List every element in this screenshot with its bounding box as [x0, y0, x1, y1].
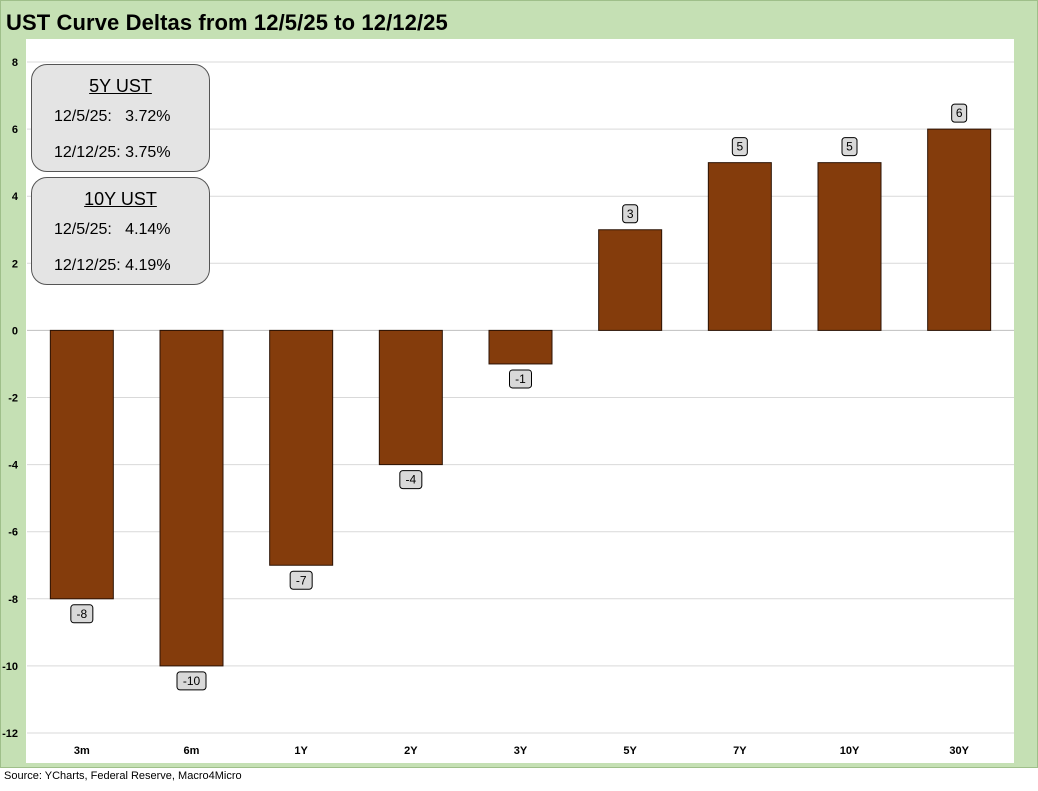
y-tick-label: 4	[12, 191, 19, 203]
data-label-box	[399, 470, 423, 490]
info-box-row-start: 12/5/25: 3.72%	[54, 108, 171, 125]
source-note: Source: YCharts, Federal Reserve, Macro4…	[4, 770, 242, 782]
data-label: 3	[627, 207, 634, 221]
bar-7y	[707, 162, 772, 331]
info-box-row-start: 12/5/25: 4.14%	[54, 221, 171, 238]
data-label: -4	[405, 473, 416, 487]
y-tick-label: 6	[12, 124, 18, 136]
bar-10y	[817, 162, 882, 331]
x-tick-label: 30Y	[949, 745, 969, 757]
data-label-box	[509, 369, 532, 389]
data-label-box	[731, 137, 748, 157]
data-label: 5	[846, 140, 853, 154]
data-label-box	[289, 570, 313, 590]
bar-3y	[488, 329, 553, 365]
data-label: -8	[76, 607, 87, 621]
y-tick-label: -12	[2, 728, 18, 740]
data-label-box	[841, 137, 858, 157]
chart-title: UST Curve Deltas from 12/5/25 to 12/12/2…	[6, 10, 448, 35]
y-tick-label: 2	[12, 258, 18, 270]
x-tick-label: 3Y	[514, 745, 528, 757]
x-tick-label: 6m	[184, 745, 200, 757]
x-tick-label: 10Y	[840, 745, 860, 757]
y-tick-label: -4	[8, 460, 19, 472]
data-label-box	[951, 103, 968, 123]
x-tick-label: 3m	[74, 745, 90, 757]
info-box-10y-ust: 10Y UST 12/5/25: 4.14% 12/12/25: 4.19%	[31, 177, 210, 285]
info-box-header: 10Y UST	[84, 189, 157, 209]
bar-5y	[598, 229, 663, 331]
data-label: -10	[183, 674, 201, 688]
y-tick-label: 0	[12, 325, 18, 337]
info-box-5y-ust: 5Y UST 12/5/25: 3.72% 12/12/25: 3.75%	[31, 64, 210, 172]
x-tick-label: 2Y	[404, 745, 418, 757]
info-box-header: 5Y UST	[89, 76, 152, 96]
bar-1y	[269, 329, 334, 566]
bar-6m	[159, 329, 224, 667]
bar-2y	[378, 329, 443, 466]
y-tick-label: -10	[2, 661, 18, 673]
info-box-row-end: 12/12/25: 4.19%	[54, 257, 171, 274]
data-label: -7	[296, 573, 307, 587]
y-tick-label: 8	[12, 57, 18, 69]
y-tick-label: -6	[8, 527, 18, 539]
x-tick-label: 1Y	[294, 745, 308, 757]
info-box-row-end: 12/12/25: 3.75%	[54, 144, 171, 161]
data-label-box	[622, 204, 639, 224]
data-label-box	[70, 604, 94, 624]
bar-3m	[49, 329, 114, 600]
x-tick-label: 5Y	[623, 745, 637, 757]
data-label: 6	[956, 106, 963, 120]
y-tick-label: -2	[8, 393, 18, 405]
data-label: 5	[736, 140, 743, 154]
x-tick-label: 7Y	[733, 745, 747, 757]
bar-30y	[927, 128, 992, 331]
data-label-box	[176, 671, 207, 691]
y-tick-label: -8	[8, 594, 18, 606]
data-label: -1	[515, 372, 526, 386]
